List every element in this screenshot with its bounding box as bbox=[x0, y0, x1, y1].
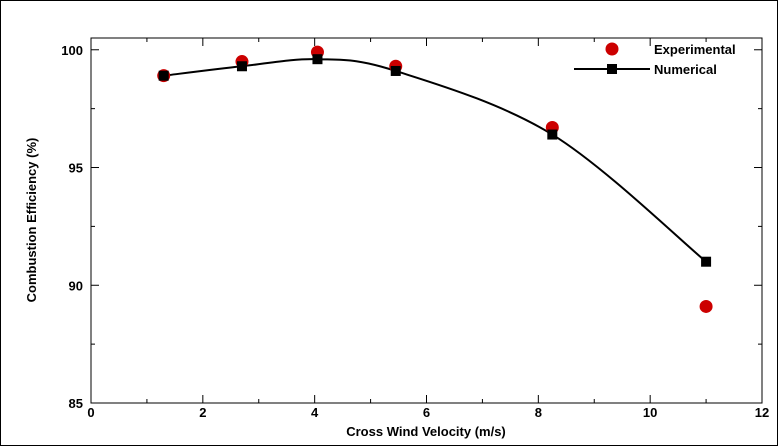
y-axis-label: Combustion Efficiency (%) bbox=[24, 138, 39, 303]
numerical-point bbox=[312, 54, 323, 65]
x-tick-label: 10 bbox=[643, 405, 657, 420]
y-tick-label: 95 bbox=[69, 161, 83, 176]
x-tick-label: 12 bbox=[755, 405, 769, 420]
x-tick-label: 6 bbox=[423, 405, 430, 420]
numerical-point bbox=[701, 256, 712, 267]
x-tick-label: 0 bbox=[87, 405, 94, 420]
y-tick-label: 100 bbox=[61, 43, 83, 58]
legend: Experimental Numerical bbox=[574, 42, 736, 77]
y-axis-ticks: 85 90 95 100 bbox=[61, 43, 762, 411]
legend-numerical-label: Numerical bbox=[654, 62, 717, 77]
numerical-point bbox=[236, 61, 247, 72]
x-axis-label: Cross Wind Velocity (m/s) bbox=[346, 424, 506, 439]
legend-experimental-label: Experimental bbox=[654, 42, 736, 57]
x-tick-label: 8 bbox=[535, 405, 542, 420]
legend-numerical-marker bbox=[607, 64, 617, 74]
x-tick-label: 4 bbox=[311, 405, 319, 420]
x-tick-label: 2 bbox=[199, 405, 206, 420]
series-layer bbox=[157, 45, 713, 313]
y-tick-label: 90 bbox=[69, 278, 83, 293]
y-tick-label: 85 bbox=[69, 396, 83, 411]
numerical-point bbox=[547, 129, 558, 140]
numerical-point bbox=[390, 65, 401, 76]
legend-experimental-marker bbox=[605, 42, 619, 56]
x-axis-ticks: 0 2 4 6 8 10 12 bbox=[87, 38, 769, 420]
experimental-point bbox=[699, 299, 713, 313]
numerical-point bbox=[158, 70, 169, 81]
